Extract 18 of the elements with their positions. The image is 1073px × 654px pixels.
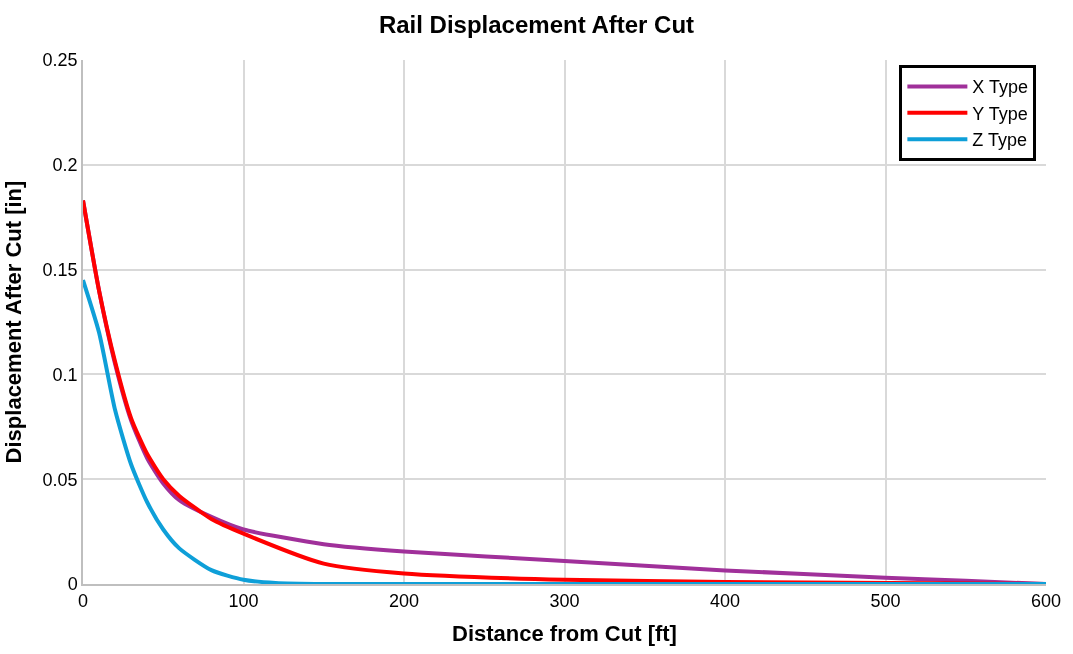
legend-label: X Type <box>972 77 1029 98</box>
x-tick-label: 400 <box>709 591 741 612</box>
y-tick-label: 0.1 <box>52 364 78 385</box>
x-tick-label: 200 <box>388 591 420 612</box>
chart-title: Rail Displacement After Cut <box>378 11 695 39</box>
legend-label: Y Type <box>972 103 1028 124</box>
x-tick-label: 300 <box>549 591 580 612</box>
y-tick-label: 0 <box>67 574 78 595</box>
y-tick-label: 0.2 <box>52 155 78 176</box>
legend-label: Z Type <box>972 130 1028 151</box>
x-tick-label: 500 <box>870 591 901 612</box>
y-tick-label: 0.05 <box>42 469 78 490</box>
x-tick-label: 600 <box>1030 591 1062 612</box>
y-axis-title: Displacement After Cut [in] <box>0 180 26 464</box>
x-tick-label: 100 <box>228 591 259 612</box>
y-tick-label: 0.15 <box>42 259 78 280</box>
x-axis-title: Distance from Cut [ft] <box>452 620 677 646</box>
y-tick-label: 0.25 <box>42 50 78 71</box>
